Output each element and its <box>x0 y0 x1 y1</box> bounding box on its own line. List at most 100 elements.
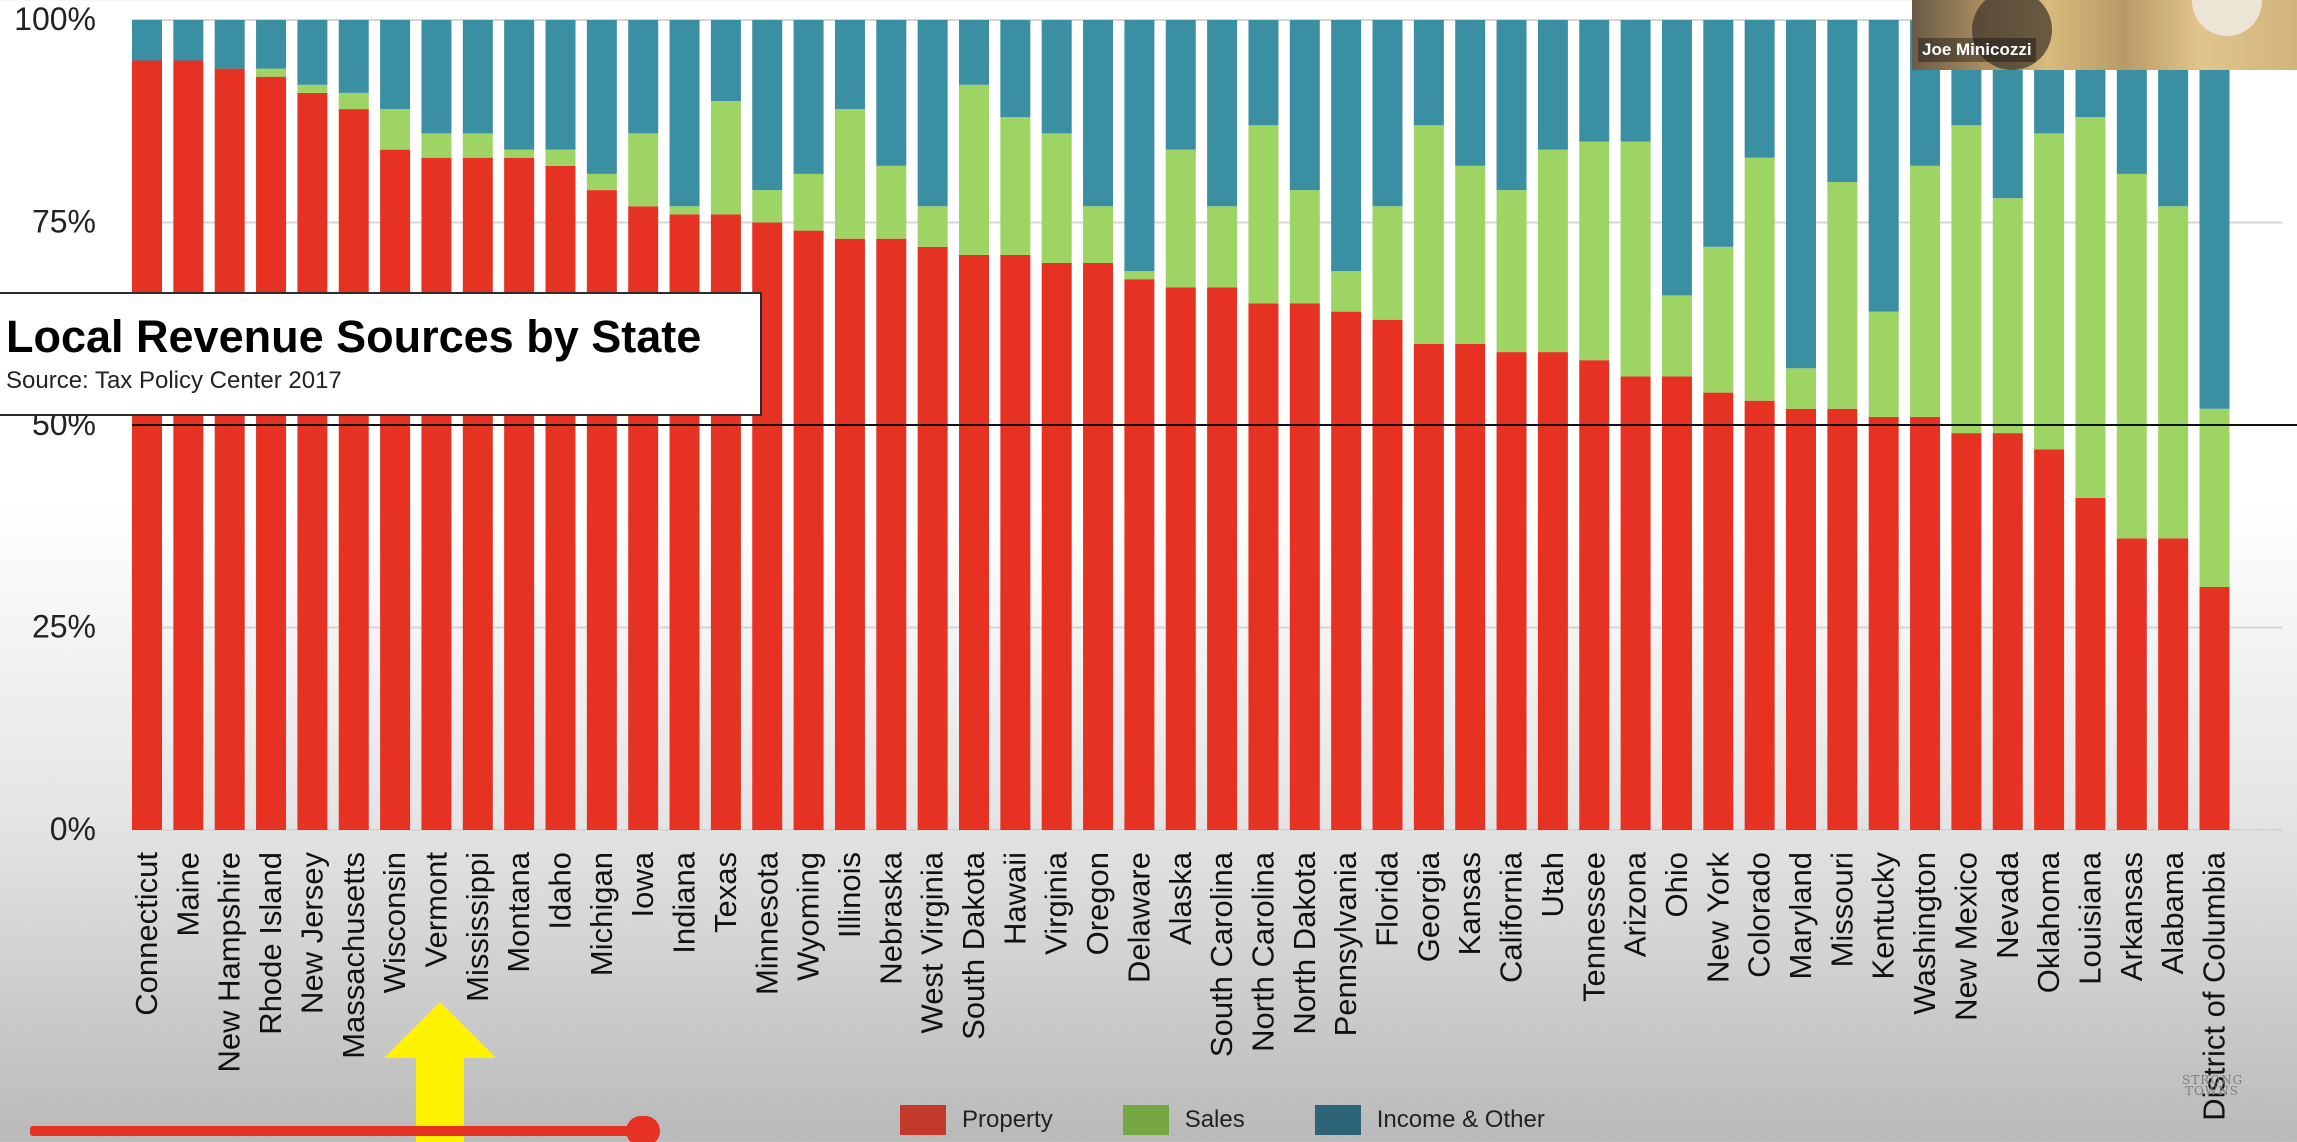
legend-item-property: Property <box>900 1105 1053 1135</box>
bar-segment-property <box>380 149 411 831</box>
bar-segment-sales <box>1413 125 1444 344</box>
bar-segment-property <box>214 68 245 831</box>
bar-segment-income-other <box>1537 20 1568 150</box>
strong-towns-watermark: STRONG TOWNS <box>2182 1073 2244 1098</box>
bar-segment-sales <box>2075 117 2106 498</box>
bar-segment-sales <box>1661 295 1692 377</box>
bar-segment-property <box>586 190 617 831</box>
bar-segment-sales <box>628 133 659 207</box>
bar-segment-property <box>1868 416 1899 830</box>
bar-segment-sales <box>462 133 493 158</box>
bar-segment-sales <box>752 190 783 223</box>
x-axis-labels: Connecticut Maine New Hampshire Rhode Islan… <box>129 851 2232 1121</box>
x-tick-label: California <box>1494 851 1529 983</box>
bar-segment-sales <box>256 68 287 77</box>
y-tick-label: 0% <box>50 811 96 847</box>
y-tick-label: 25% <box>32 609 96 645</box>
presenter-video-thumbnail[interactable]: Joe Minicozzi <box>1912 0 2297 70</box>
x-tick-label: Maryland <box>1783 852 1818 980</box>
bar-segment-sales <box>2034 133 2065 450</box>
x-tick-label: Wisconsin <box>377 852 412 993</box>
bar-segment-income-other <box>793 20 824 174</box>
legend-label-sales: Sales <box>1184 1106 1245 1133</box>
legend-item-income-other: Income & Other <box>1314 1105 1545 1135</box>
bar-segment-property <box>1289 303 1320 830</box>
bar-segment-income-other <box>752 20 783 191</box>
bar-segment-sales <box>504 149 535 158</box>
bar-segment-property <box>1910 416 1941 830</box>
bar-segment-income-other <box>173 20 204 61</box>
yellow-arrow-pointer <box>384 1002 496 1142</box>
bar-segment-property <box>1951 433 1982 830</box>
bar-segment-property <box>1496 352 1527 830</box>
bar-segment-property <box>256 76 287 830</box>
bar-segment-property <box>876 238 907 830</box>
bar-segment-income-other <box>1331 20 1362 272</box>
x-tick-label: Vermont <box>418 852 453 968</box>
x-tick-label: Utah <box>1535 852 1570 917</box>
x-tick-label: Indiana <box>667 851 702 953</box>
legend-swatch-property <box>900 1105 946 1135</box>
bar-segment-income-other <box>380 20 411 110</box>
x-tick-label: New York <box>1700 852 1735 983</box>
chart-legend: Property Sales Income & Other <box>900 1102 1615 1138</box>
bar-segment-income-other <box>1455 20 1486 166</box>
bar-segment-income-other <box>1000 20 1031 118</box>
bar-segment-sales <box>1703 246 1734 393</box>
bar-segment-income-other <box>1703 20 1734 247</box>
bar-segment-property <box>1248 303 1279 830</box>
bar-segment-income-other <box>1786 20 1816 369</box>
x-tick-label: Tennessee <box>1576 852 1611 1002</box>
bar-segment-sales <box>710 101 741 215</box>
x-tick-label: District of Columbia <box>2197 851 2232 1120</box>
x-tick-label: New Jersey <box>294 852 329 1014</box>
bar-segment-sales <box>545 149 576 166</box>
x-tick-label: Wyoming <box>791 852 826 981</box>
bar-segment-property <box>2199 587 2230 830</box>
x-tick-label: West Virginia <box>915 851 950 1033</box>
bar-segment-sales <box>2116 173 2147 539</box>
video-progress-handle[interactable] <box>626 1116 660 1142</box>
bar-segment-property <box>462 157 493 830</box>
bar-segment-sales <box>917 206 948 247</box>
bar-segment-sales <box>338 92 369 110</box>
bar-segment-income-other <box>338 20 369 93</box>
bar-segment-property <box>1207 287 1238 830</box>
bar-segment-income-other <box>1661 20 1692 296</box>
bar-segment-sales <box>1000 117 1031 255</box>
bar-segment-property <box>1620 376 1651 830</box>
legend-swatch-sales <box>1122 1105 1169 1135</box>
x-tick-label: Delaware <box>1121 852 1156 983</box>
bar-segment-income-other <box>628 20 659 134</box>
x-tick-label: Mississippi <box>460 852 495 1002</box>
bar-segment-property <box>917 246 948 831</box>
bar-segment-income-other <box>421 20 452 134</box>
x-tick-label: Idaho <box>543 852 578 930</box>
legend-label-income-other: Income & Other <box>1376 1106 1545 1133</box>
bar-segment-sales <box>793 173 824 231</box>
bar-segment-sales <box>1868 311 1899 417</box>
bar-segment-income-other <box>297 20 328 85</box>
bar-segment-property <box>2075 497 2106 830</box>
chart-title-box: Local Revenue Sources by State Source: T… <box>0 292 762 416</box>
bar-segment-income-other <box>917 20 948 207</box>
legend-label-property: Property <box>962 1106 1053 1133</box>
bar-segment-property <box>834 238 865 830</box>
bar-segment-sales <box>1579 141 1610 361</box>
presenter-name-label: Joe Minicozzi <box>1918 38 2036 62</box>
video-progress-bar[interactable] <box>30 1126 642 1136</box>
bar-segment-income-other <box>959 20 989 85</box>
bar-segment-property <box>2034 449 2065 830</box>
x-tick-label: Arizona <box>1618 851 1653 957</box>
bar-segment-property <box>132 60 162 830</box>
bar-segment-property <box>1331 311 1362 831</box>
bar-segment-income-other <box>1868 20 1899 312</box>
bar-segment-property <box>1455 344 1486 830</box>
x-tick-label: Alabama <box>2155 851 2190 974</box>
x-tick-label: Rhode Island <box>253 852 288 1035</box>
x-tick-label: Oklahoma <box>2031 851 2066 993</box>
bar-segment-property <box>297 92 328 830</box>
x-tick-label: Georgia <box>1411 851 1446 962</box>
bar-segment-income-other <box>1289 20 1320 191</box>
x-tick-label: Nevada <box>1990 851 2025 959</box>
